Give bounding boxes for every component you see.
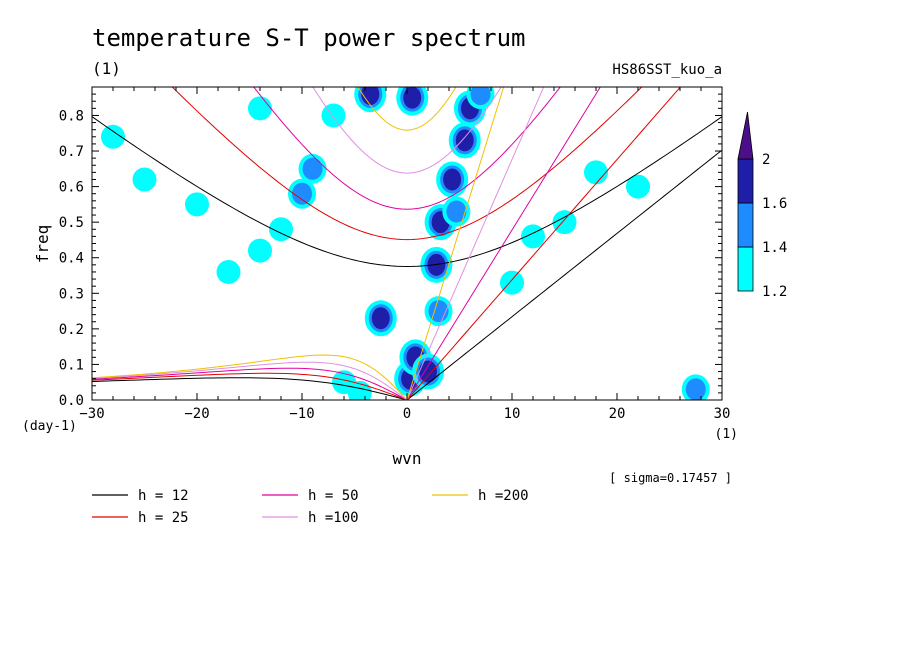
y-tick-label: 0.2: [59, 322, 84, 338]
colorbar-arrow: [737, 111, 754, 160]
dispersion-curves: [92, 87, 722, 400]
x-tick-label: −10: [289, 406, 314, 422]
y-axis: 0.0 0.1 0.2 0.3 0.4 0.5 0.6 0.7 0.8: [59, 86, 722, 409]
legend-label: h = 50: [308, 488, 359, 504]
shade-blob: [626, 174, 650, 199]
y-tick-label: 0.1: [59, 357, 84, 373]
x-tick-label: 20: [609, 406, 626, 422]
chart-subtitle-right: HS86SST_kuo_a: [612, 62, 722, 78]
shade-blob: [302, 157, 323, 180]
shade-blob: [101, 124, 125, 149]
rossby-curve: [92, 354, 408, 400]
y-tick-label: 0.3: [59, 286, 84, 302]
shading-layer: [101, 87, 710, 400]
sigma-label: [ sigma=0.17457 ]: [609, 471, 732, 485]
colorbar-segment: [737, 158, 754, 204]
colorbar-segment: [737, 246, 754, 292]
shade-blob: [132, 167, 157, 192]
shade-blob: [216, 259, 241, 284]
kelvin-curve: [406, 87, 601, 400]
legend-label: h =200: [478, 488, 529, 504]
chart-subtitle-left: (1): [92, 59, 121, 78]
x-tick-label: 0: [403, 406, 411, 422]
shade-blob: [455, 129, 474, 152]
y-tick-label: 0.4: [59, 251, 84, 267]
shade-blob: [248, 96, 272, 121]
x-tick-label: 10: [504, 406, 521, 422]
y-tick-label: 0.6: [59, 180, 84, 196]
x-tick-label: −30: [79, 406, 104, 422]
y-axis-title: freq: [33, 225, 52, 264]
shade-blob: [443, 168, 462, 191]
kelvin-curve: [406, 87, 545, 400]
shade-blob: [185, 192, 209, 217]
shade-blob: [403, 87, 422, 109]
shade-blob: [248, 238, 272, 263]
shade-blob: [521, 224, 545, 249]
y-tick-label: 0.7: [59, 144, 84, 160]
shade-blob: [552, 210, 577, 235]
rossby-curve: [92, 361, 408, 400]
shade-blob: [419, 360, 437, 383]
y-tick-label: 0.8: [59, 108, 84, 124]
shade-blob: [269, 217, 293, 242]
shade-blob: [371, 307, 390, 330]
legend: h = 12 h = 25 h = 50 h =100 h =200: [92, 488, 529, 526]
gravity-curve: [253, 87, 561, 210]
legend-label: h = 12: [138, 488, 189, 504]
shade-blob: [446, 200, 467, 223]
shade-blob: [584, 160, 608, 185]
shade-blob: [347, 380, 372, 400]
rossby-curve: [92, 372, 408, 400]
shade-blob: [685, 378, 706, 400]
gravity-curve: [357, 87, 457, 131]
shade-blob: [321, 103, 346, 128]
colorbar: 1.2 1.4 1.6 2: [737, 111, 787, 300]
shade-blob: [361, 87, 380, 106]
legend-label: h = 25: [138, 510, 189, 526]
x-unit-label: (1): [715, 427, 738, 442]
gravity-curve: [312, 87, 502, 174]
y-unit-label: (day-1): [22, 419, 77, 434]
kelvin-curve: [406, 149, 722, 400]
colorbar-segment: [737, 202, 754, 248]
x-tick-label: 30: [714, 406, 731, 422]
x-axis: −30 −20 −10 0 10 20 30: [79, 87, 730, 422]
chart-title: temperature S-T power spectrum: [92, 24, 525, 52]
x-axis-title: wvn: [393, 449, 422, 468]
colorbar-label: 1.4: [762, 240, 787, 256]
kelvin-curve: [406, 87, 505, 400]
y-tick-label: 0.0: [59, 393, 84, 409]
y-tick-label: 0.5: [59, 215, 84, 231]
kelvin-curve: [406, 87, 682, 400]
colorbar-label: 1.2: [762, 284, 787, 300]
x-tick-label: −20: [184, 406, 209, 422]
colorbar-label: 2: [762, 152, 770, 168]
colorbar-label: 1.6: [762, 196, 787, 212]
rossby-curve: [92, 367, 408, 400]
gravity-curve: [92, 116, 722, 267]
shade-blob: [292, 182, 312, 205]
shade-blob: [470, 87, 491, 106]
shade-blob: [500, 270, 524, 295]
rossby-curve: [92, 377, 408, 400]
gravity-curve: [171, 87, 643, 241]
legend-label: h =100: [308, 510, 359, 526]
